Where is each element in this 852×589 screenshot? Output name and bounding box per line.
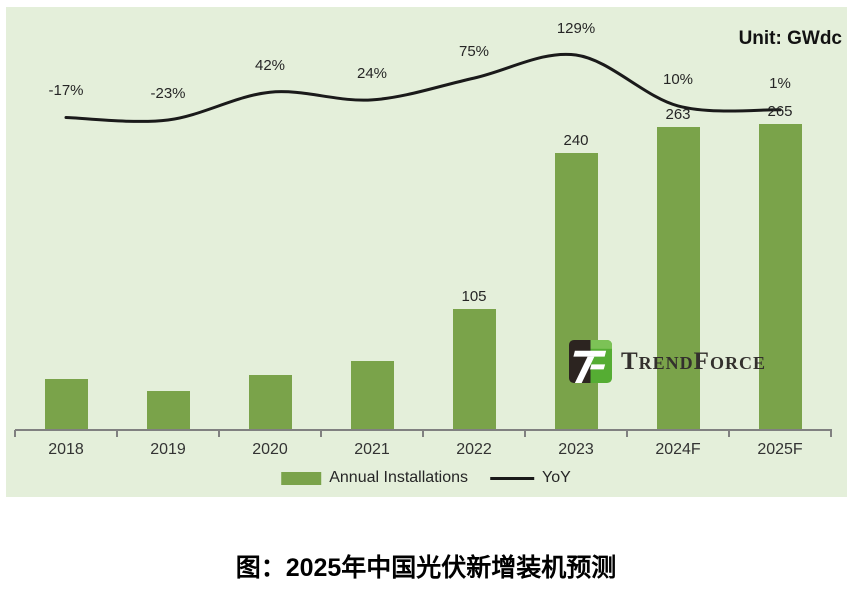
x-axis-tick [626,430,628,437]
x-axis-label-2022: 2022 [456,441,492,458]
bar-2024F [656,127,700,430]
x-axis-tick [830,430,832,437]
yoy-label-2024F: 10% [662,71,694,88]
x-axis-label-2024F: 2024F [655,441,701,458]
x-axis-tick [728,430,730,437]
x-axis-label-2021: 2021 [354,441,390,458]
x-axis-label-2023: 2023 [558,441,594,458]
unit-label: Unit: GWdc [738,28,842,49]
x-axis-label-2020: 2020 [252,441,288,458]
trendforce-logo: TrendForce [569,340,766,383]
x-axis-label-2018: 2018 [48,441,84,458]
yoy-label-2022: 75% [458,43,490,60]
bar-2022 [452,309,496,430]
chart-legend: Annual Installations YoY [281,469,571,487]
x-axis-tick [524,430,526,437]
x-axis-tick [218,430,220,437]
yoy-label-2025F: 1% [769,75,791,92]
bar-value-2024F: 263 [665,106,691,123]
bar-2021 [350,361,394,430]
bar-2025F [758,124,802,430]
yoy-label-2023: 129% [556,20,596,37]
bar-2020 [248,375,292,430]
bar-value-2025F: 265 [767,103,793,120]
bar-2018 [44,379,88,430]
legend-yoy-label: YoY [541,469,571,486]
x-axis-tick [422,430,424,437]
bar-value-2023: 240 [563,132,589,149]
x-axis-tick [116,430,118,437]
yoy-label-2021: 24% [356,65,388,82]
bar-2019 [146,391,190,430]
trendforce-logo-icon [569,340,612,383]
bar-value-2022: 105 [461,288,487,305]
x-axis-label-2019: 2019 [150,441,186,458]
legend-bar-swatch [281,471,322,485]
trendforce-wordmark: TrendForce [621,347,766,375]
x-axis-tick [320,430,322,437]
legend-bars-label: Annual Installations [329,469,468,486]
chart-plot-area [6,7,847,497]
bar-2023 [554,153,598,430]
figure-caption: 图：2025年中国光伏新增装机预测 [235,554,617,582]
x-axis-label-2025F: 2025F [757,441,803,458]
yoy-label-2018: -17% [48,82,84,99]
yoy-label-2019: -23% [150,85,186,102]
yoy-label-2020: 42% [254,57,286,74]
legend-line-swatch [489,476,534,480]
x-axis-tick [14,430,16,437]
